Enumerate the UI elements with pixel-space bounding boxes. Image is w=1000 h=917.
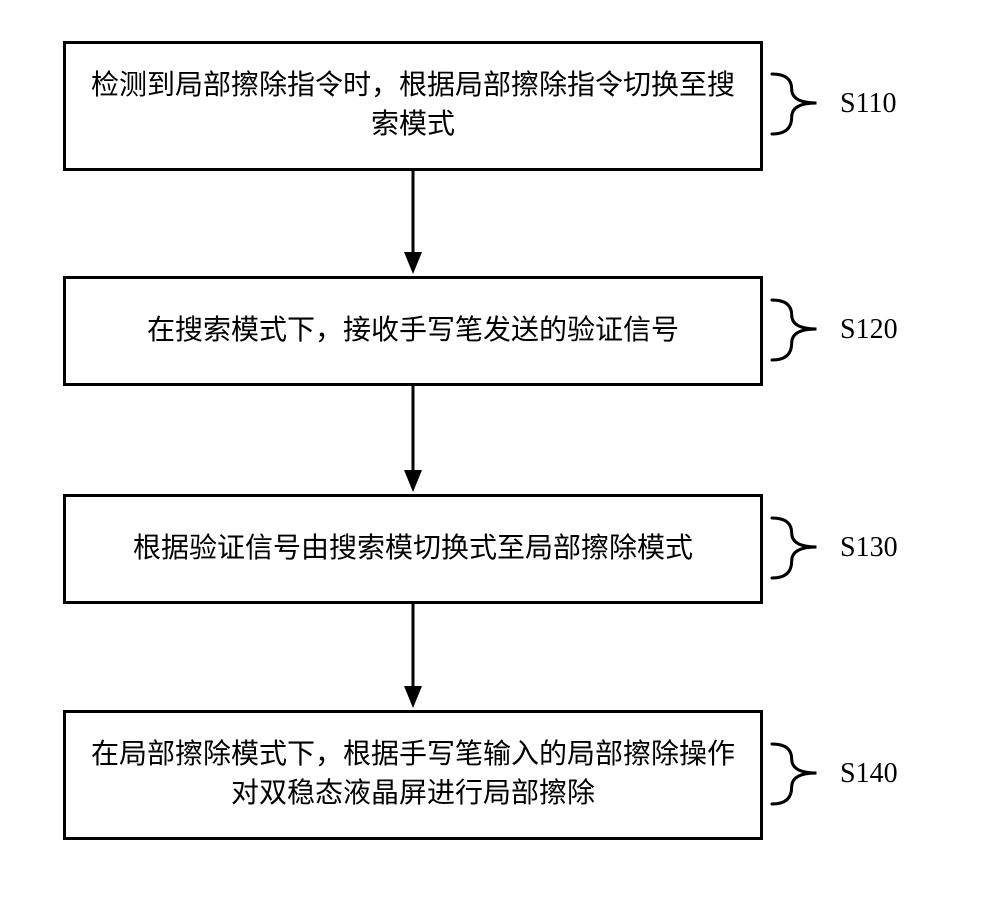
flowchart-canvas: 检测到局部擦除指令时，根据局部擦除指令切换至搜索模式在搜索模式下，接收手写笔发送… (0, 0, 1000, 917)
flow-node-n4: 在局部擦除模式下，根据手写笔输入的局部擦除操作对双稳态液晶屏进行局部擦除 (63, 710, 763, 840)
flow-node-n1: 检测到局部擦除指令时，根据局部擦除指令切换至搜索模式 (63, 41, 763, 171)
flow-node-text: 检测到局部擦除指令时，根据局部擦除指令切换至搜索模式 (90, 67, 736, 144)
edge-n2-n3 (404, 386, 422, 492)
flow-node-text: 在局部擦除模式下，根据手写笔输入的局部擦除操作对双稳态液晶屏进行局部擦除 (90, 736, 736, 813)
flow-node-n3: 根据验证信号由搜索模切换式至局部擦除模式 (63, 494, 763, 604)
flow-node-text: 根据验证信号由搜索模切换式至局部擦除模式 (133, 530, 693, 569)
step-label-l4: S140 (840, 758, 898, 790)
step-label-l1: S110 (840, 88, 897, 120)
step-label-l2: S120 (840, 314, 898, 346)
edge-n1-n2 (404, 171, 422, 274)
flow-node-n2: 在搜索模式下，接收手写笔发送的验证信号 (63, 276, 763, 386)
brace-b4 (770, 742, 846, 808)
step-label-l3: S130 (840, 532, 898, 564)
brace-b3 (770, 516, 846, 582)
flow-node-text: 在搜索模式下，接收手写笔发送的验证信号 (147, 312, 679, 351)
edge-n3-n4 (404, 604, 422, 708)
brace-b1 (770, 72, 846, 138)
brace-b2 (770, 298, 846, 364)
